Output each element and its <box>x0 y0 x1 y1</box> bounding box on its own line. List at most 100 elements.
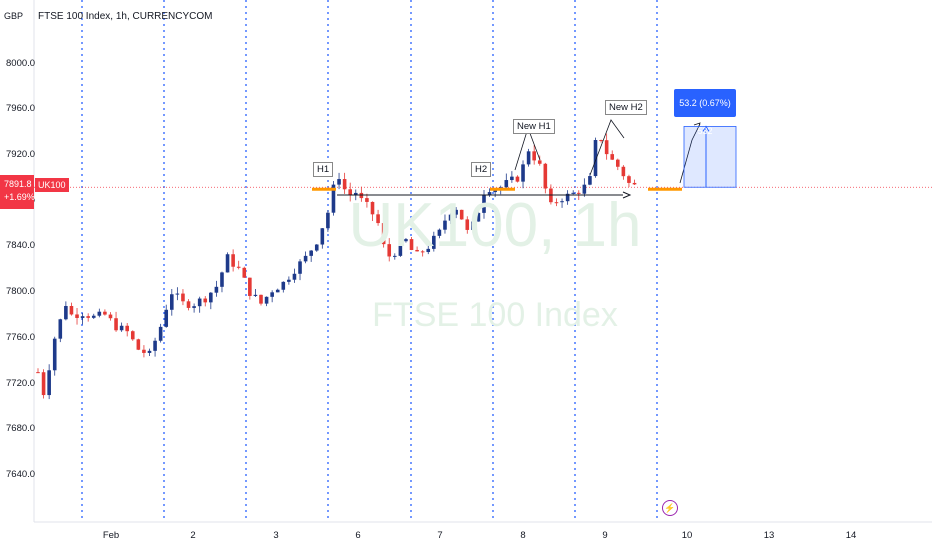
candle-body <box>465 219 470 230</box>
y-tick-label: 7800.0 <box>6 286 36 298</box>
candle-body <box>119 325 124 331</box>
candle-body <box>582 184 587 194</box>
candle-body <box>236 266 241 268</box>
candle-body <box>175 293 180 295</box>
candle-body <box>376 214 380 224</box>
candle-body <box>443 220 447 230</box>
x-tick-label: 6 <box>355 530 361 541</box>
candle-body <box>298 261 302 274</box>
candle-body <box>510 176 514 181</box>
candle-body <box>365 198 369 202</box>
candle-body <box>537 160 542 164</box>
candle-body <box>36 372 40 374</box>
candle-body <box>437 229 442 236</box>
candle-body <box>97 311 102 316</box>
candle-body <box>259 294 263 304</box>
candle-body <box>616 159 620 167</box>
candle-body <box>393 255 397 257</box>
candle-body <box>80 316 85 318</box>
annotation-new-h2[interactable]: New H2 <box>605 100 647 115</box>
candle-body <box>599 140 603 142</box>
candle-body <box>342 179 347 190</box>
candle-body <box>153 340 157 351</box>
measure-label[interactable]: 53.2 (0.67%) 532 <box>674 89 736 136</box>
y-tick-label: 7640.0 <box>6 469 36 480</box>
x-tick-label: Feb <box>102 530 120 541</box>
candle-body <box>231 254 235 267</box>
candle-body <box>225 254 230 273</box>
candle-body <box>398 241 403 256</box>
candle-body <box>64 305 68 320</box>
candle-body <box>543 163 548 189</box>
candle-body <box>114 318 118 331</box>
candle-body <box>532 151 536 161</box>
x-tick-label: 13 <box>763 530 775 541</box>
x-tick-label: 8 <box>520 530 526 541</box>
candle-body <box>526 151 531 165</box>
candle-body <box>264 296 269 304</box>
candle-body <box>482 194 486 213</box>
candle-body <box>565 193 570 202</box>
candle-body <box>476 212 481 222</box>
candle-body <box>331 184 336 213</box>
candle-body <box>47 370 51 396</box>
candle-body <box>136 339 141 350</box>
candle-body <box>493 189 497 193</box>
candle-body <box>448 214 453 221</box>
candle-body <box>164 309 169 327</box>
candle-body <box>415 249 419 252</box>
candle-body <box>571 192 575 194</box>
measure-box <box>683 126 737 188</box>
candle-body <box>604 140 609 155</box>
candle-body <box>627 176 631 183</box>
annotation-new-h1[interactable]: New H1 <box>513 119 555 134</box>
y-tick-label: 7760.0 <box>6 331 36 343</box>
y-tick-label: 7680.0 <box>6 423 36 435</box>
candle-body <box>309 250 313 256</box>
candle-body <box>471 221 475 230</box>
candle-body <box>554 202 559 204</box>
candle-body <box>359 192 364 199</box>
symbol-tag: UK100 <box>35 178 69 192</box>
y-tick-label: 7840.0 <box>6 240 36 252</box>
x-tick-label: 2 <box>190 530 196 541</box>
lightning-icon[interactable]: ⚡ <box>662 500 678 516</box>
candle-body <box>326 212 330 229</box>
candle-body <box>454 209 458 215</box>
candle-body <box>303 255 308 262</box>
candle-body <box>214 286 219 293</box>
candle-body <box>409 239 414 250</box>
candle-body <box>632 182 637 185</box>
candle-body <box>432 235 436 249</box>
y-tick-label: 7920.0 <box>6 149 36 160</box>
arrow-head <box>622 191 632 199</box>
candle-body <box>242 267 247 278</box>
y-tick-label: 7960.0 <box>6 103 36 115</box>
candle-body <box>348 189 352 196</box>
candle-body <box>404 239 408 242</box>
x-tick-label: 14 <box>845 530 857 541</box>
projection-arrow <box>693 122 701 130</box>
candle-body <box>108 314 113 319</box>
candle-body <box>58 319 63 339</box>
candle-body <box>41 372 46 396</box>
candle-body <box>370 201 375 215</box>
annotation-h2[interactable]: H2 <box>471 162 492 177</box>
candle-body <box>253 294 258 296</box>
candle-body <box>197 298 202 307</box>
candle-body <box>281 281 286 290</box>
candle-body <box>248 277 252 296</box>
candle-body <box>521 164 525 182</box>
candle-body <box>314 244 319 251</box>
annotation-h1[interactable]: H1 <box>313 162 334 177</box>
candle-body <box>515 176 520 182</box>
x-tick-label: 10 <box>681 530 693 541</box>
candle-body <box>170 294 174 310</box>
candle-body <box>147 350 152 353</box>
candle-body <box>125 325 129 332</box>
measure-arrow-head <box>702 125 710 132</box>
candle-body <box>158 326 163 341</box>
candle-body <box>103 311 107 315</box>
candle-body <box>52 338 57 371</box>
